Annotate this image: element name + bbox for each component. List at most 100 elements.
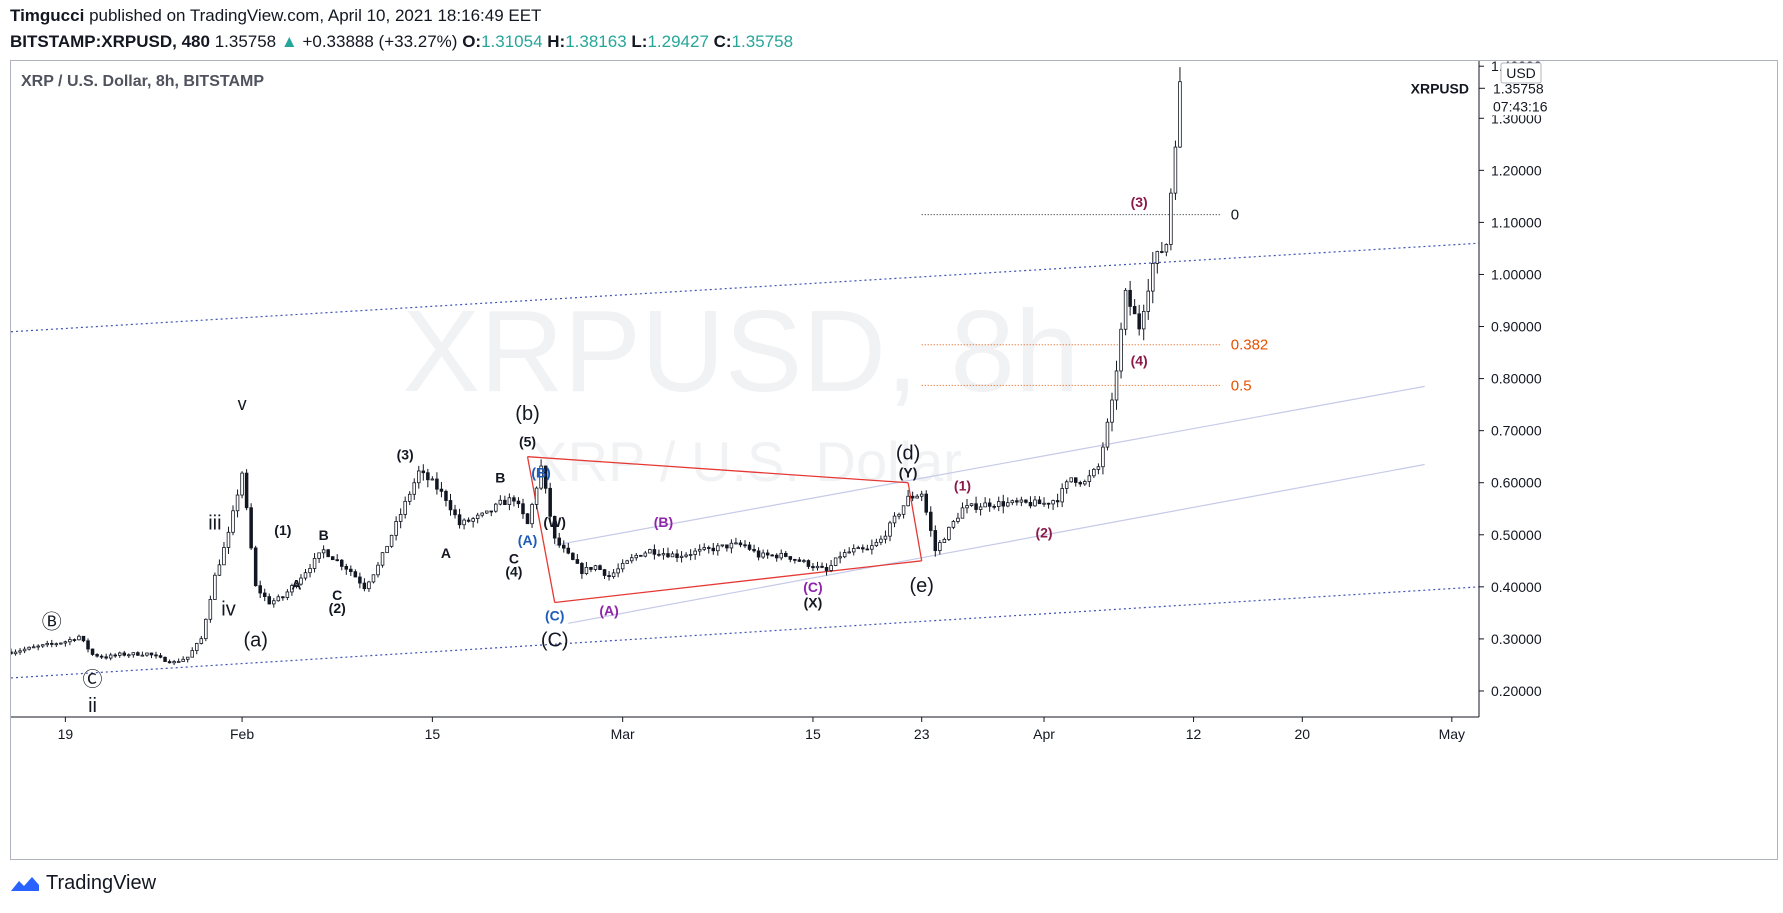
wave-label[interactable]: C bbox=[509, 550, 519, 566]
candle[interactable] bbox=[870, 539, 874, 555]
candle[interactable] bbox=[539, 459, 543, 491]
candle[interactable] bbox=[919, 490, 924, 502]
candle[interactable] bbox=[765, 549, 770, 559]
candle[interactable] bbox=[512, 495, 516, 507]
candle[interactable] bbox=[969, 503, 974, 507]
wave-label[interactable]: (e) bbox=[909, 575, 933, 597]
candle[interactable] bbox=[503, 495, 507, 506]
candle[interactable] bbox=[299, 574, 303, 586]
candle[interactable] bbox=[693, 548, 697, 560]
candle[interactable] bbox=[1064, 479, 1069, 494]
wave-label[interactable]: (5) bbox=[519, 433, 536, 449]
candle[interactable] bbox=[947, 526, 951, 541]
candle[interactable] bbox=[253, 545, 258, 587]
candle[interactable] bbox=[915, 494, 919, 499]
candle[interactable] bbox=[176, 658, 181, 663]
wave-label[interactable]: (1) bbox=[954, 478, 971, 494]
wave-label[interactable]: (B) bbox=[531, 465, 550, 481]
candle[interactable] bbox=[1146, 278, 1151, 320]
candle[interactable] bbox=[326, 548, 330, 558]
candle[interactable] bbox=[906, 490, 910, 507]
candle[interactable] bbox=[267, 593, 272, 605]
candle[interactable] bbox=[924, 490, 928, 516]
candle[interactable] bbox=[643, 550, 648, 558]
candle[interactable] bbox=[40, 644, 45, 648]
candle[interactable] bbox=[1132, 299, 1137, 315]
candle[interactable] bbox=[933, 525, 938, 557]
candle[interactable] bbox=[226, 526, 231, 554]
candle[interactable] bbox=[625, 559, 629, 564]
candle[interactable] bbox=[412, 478, 417, 500]
candle[interactable] bbox=[1019, 496, 1024, 507]
candle[interactable] bbox=[770, 554, 774, 557]
candle[interactable] bbox=[987, 498, 992, 512]
candle[interactable] bbox=[666, 547, 670, 559]
candle[interactable] bbox=[462, 518, 466, 530]
candle[interactable] bbox=[1128, 280, 1132, 316]
wave-label[interactable]: iii bbox=[208, 513, 221, 535]
candle[interactable] bbox=[31, 644, 36, 649]
candle[interactable] bbox=[1160, 241, 1164, 254]
candle[interactable] bbox=[811, 562, 815, 572]
candle[interactable] bbox=[951, 519, 956, 530]
wave-label[interactable]: (3) bbox=[397, 446, 414, 462]
candle[interactable] bbox=[54, 642, 59, 647]
candle[interactable] bbox=[489, 510, 494, 517]
candle[interactable] bbox=[281, 595, 285, 601]
candle[interactable] bbox=[688, 549, 693, 561]
chart-frame[interactable]: XRPUSD, 8h XRP / U.S. Dollar XRP / U.S. … bbox=[9, 58, 1778, 860]
candle[interactable] bbox=[158, 653, 163, 659]
candle[interactable] bbox=[1015, 497, 1019, 506]
candle[interactable] bbox=[290, 583, 294, 596]
candle[interactable] bbox=[262, 588, 267, 602]
candle[interactable] bbox=[353, 569, 358, 578]
wave-label[interactable]: C bbox=[332, 587, 342, 603]
candle[interactable] bbox=[317, 552, 321, 563]
candle[interactable] bbox=[1123, 288, 1128, 336]
wave-label[interactable]: (X) bbox=[804, 595, 823, 611]
candle[interactable] bbox=[815, 561, 820, 571]
candle[interactable] bbox=[13, 649, 18, 656]
candle[interactable] bbox=[634, 553, 639, 561]
candle[interactable] bbox=[453, 504, 457, 519]
candle[interactable] bbox=[774, 553, 779, 562]
wave-label[interactable]: (d) bbox=[896, 442, 920, 464]
candle[interactable] bbox=[929, 506, 933, 537]
wave-label[interactable]: (Y) bbox=[899, 465, 918, 481]
candle[interactable] bbox=[856, 545, 861, 550]
candle[interactable] bbox=[1087, 469, 1092, 487]
candle[interactable] bbox=[330, 556, 335, 561]
candle[interactable] bbox=[552, 515, 557, 544]
candle[interactable] bbox=[104, 653, 108, 660]
candle[interactable] bbox=[1073, 477, 1078, 487]
candle[interactable] bbox=[362, 578, 367, 592]
candle[interactable] bbox=[199, 635, 204, 645]
candle[interactable] bbox=[1141, 304, 1146, 341]
outer-channel-line[interactable] bbox=[10, 242, 1480, 333]
candle[interactable] bbox=[806, 559, 811, 569]
candle[interactable] bbox=[204, 618, 208, 642]
candle[interactable] bbox=[879, 535, 883, 546]
wave-label[interactable]: (3) bbox=[1131, 194, 1148, 210]
candle[interactable] bbox=[530, 502, 534, 528]
candle[interactable] bbox=[475, 512, 480, 524]
candle[interactable] bbox=[398, 508, 403, 529]
candle[interactable] bbox=[598, 564, 602, 570]
candle[interactable] bbox=[140, 651, 145, 657]
candle[interactable] bbox=[788, 556, 793, 563]
candle[interactable] bbox=[992, 504, 996, 510]
candle[interactable] bbox=[36, 644, 40, 651]
candle[interactable] bbox=[1178, 67, 1182, 149]
candle[interactable] bbox=[874, 538, 879, 548]
candle[interactable] bbox=[697, 544, 702, 556]
candle[interactable] bbox=[602, 569, 607, 579]
candle[interactable] bbox=[743, 540, 747, 549]
candle[interactable] bbox=[1151, 251, 1155, 304]
candle[interactable] bbox=[394, 516, 398, 541]
candle[interactable] bbox=[584, 562, 589, 576]
candle[interactable] bbox=[213, 572, 217, 600]
wave-label[interactable]: (A) bbox=[599, 602, 618, 618]
candle[interactable] bbox=[779, 549, 784, 561]
candle[interactable] bbox=[466, 517, 471, 523]
candle[interactable] bbox=[756, 547, 761, 561]
